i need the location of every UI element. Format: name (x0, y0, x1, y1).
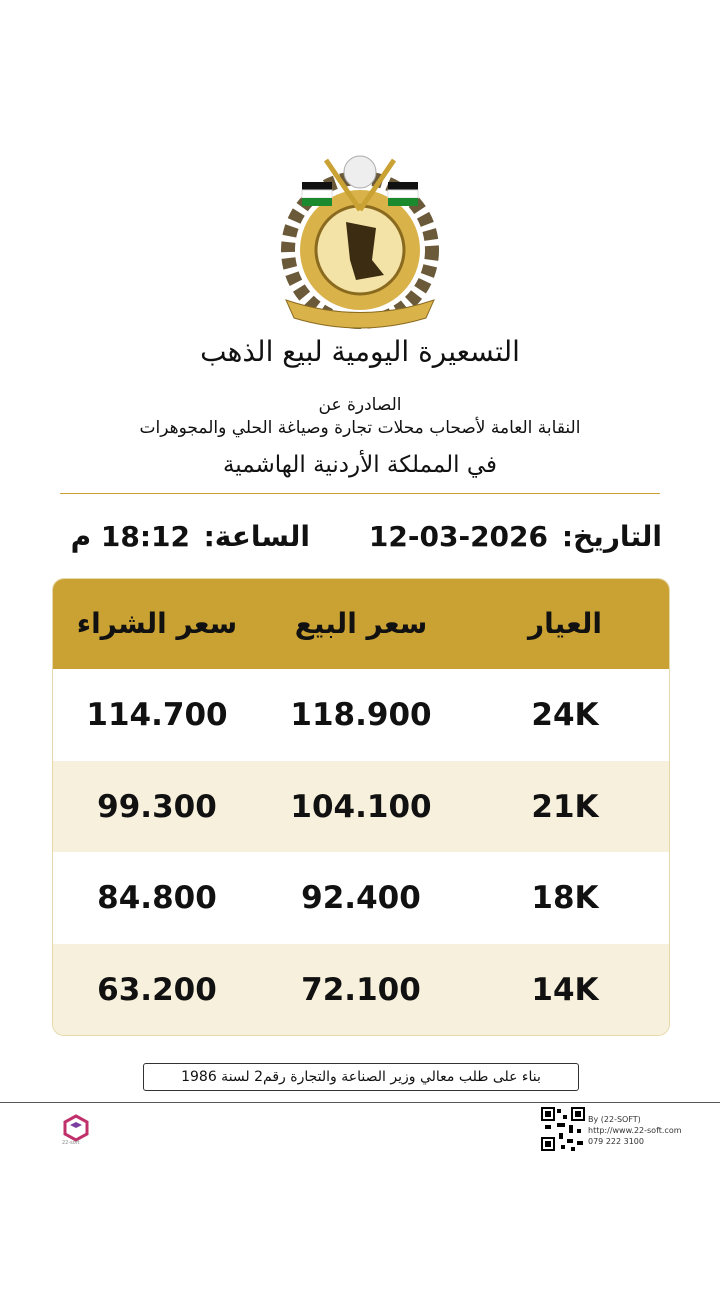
table-row: 14K 72.100 63.200 (53, 943, 669, 1035)
table-cell: 24K (531, 697, 599, 733)
header-cell: سعر البيع (294, 607, 428, 640)
header-cell: سعر الشراء (76, 607, 238, 640)
table-cell: 92.400 (301, 880, 421, 916)
table-cell: 63.200 (97, 971, 217, 1008)
title: التسعيرة اليومية لبيع الذهب (200, 335, 520, 368)
country: في المملكة الأردنية الهاشمية (222, 452, 498, 478)
table-cell: 114.700 (86, 697, 228, 733)
time-label: الساعة: (203, 520, 310, 553)
note: بناء على طلب معالي وزير الصناعة والتجارة… (143, 1063, 579, 1091)
table-row: 18K 92.400 84.800 (53, 852, 669, 943)
table-header: العيار سعر البيع سعر الشراء (53, 579, 669, 669)
table-cell: 99.300 (97, 788, 217, 825)
logo (281, 155, 439, 329)
divider (60, 493, 660, 494)
organization: النقابة العامة لأصحاب محلات تجارة وصياغة… (139, 418, 581, 438)
price-table: العيار سعر البيع سعر الشراء 24K 118.900 114.7… (52, 578, 670, 1036)
table-cell: 104.100 (290, 788, 432, 825)
table-row: 21K 104.100 99.300 (53, 760, 669, 852)
footer-divider (0, 1102, 720, 1103)
date-label: التاريخ: (561, 520, 662, 553)
table-cell: 118.900 (290, 697, 432, 733)
issued-by: الصادرة عن (318, 395, 402, 415)
table-row: 24K 118.900 114.700 (53, 669, 669, 760)
date: 12-03-2026 (368, 520, 548, 553)
table-cell: 72.100 (301, 971, 421, 1008)
brand-logo (63, 1114, 89, 1142)
url: http://www.22-soft.com (588, 1126, 682, 1135)
table-cell: 14K (531, 971, 599, 1008)
table-cell: 18K (531, 880, 599, 916)
table-cell: 84.800 (97, 880, 217, 916)
table-cell: 21K (531, 788, 599, 825)
phone: 079 222 3100 (588, 1137, 644, 1146)
time: 18:12 م (70, 520, 190, 553)
by: By (22-SOFT) (588, 1115, 641, 1124)
header-cell: العيار (528, 607, 602, 640)
qr-code (541, 1107, 585, 1151)
brand: 22-soft (62, 1140, 80, 1146)
